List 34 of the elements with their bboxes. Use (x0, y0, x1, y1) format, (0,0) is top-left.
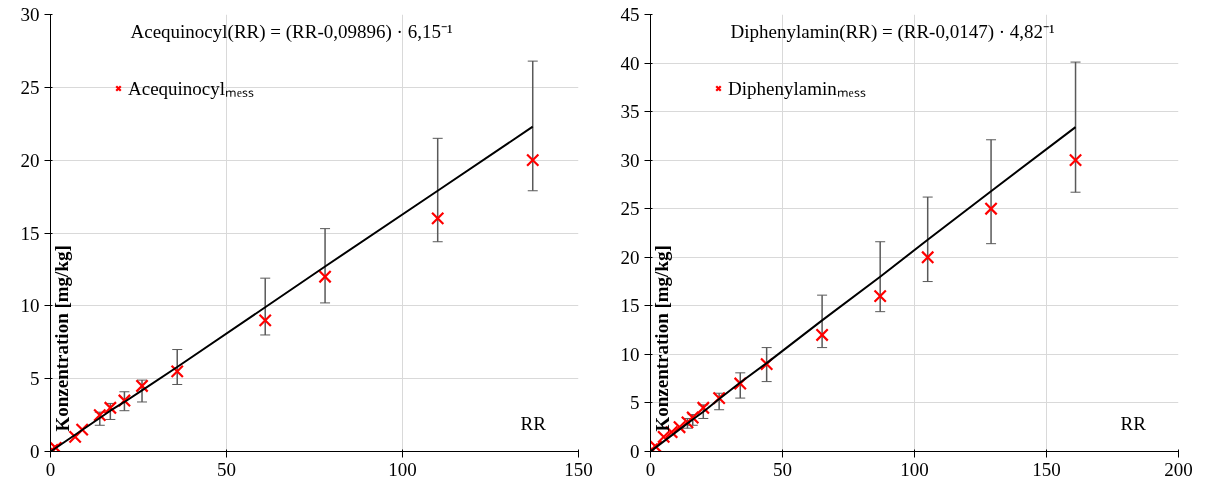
x-tick-label: 100 (388, 458, 417, 480)
x-tick-label: 150 (1032, 458, 1061, 480)
x-axis-title: RR (520, 412, 547, 434)
y-tick-label: 45 (620, 4, 640, 25)
y-tick-label: 5 (630, 392, 640, 414)
y-tick-label: 15 (620, 295, 640, 317)
y-tick-label: 30 (20, 4, 40, 25)
x-tick-label: 50 (773, 458, 792, 480)
y-tick-label: 20 (620, 246, 640, 268)
x-tick-label: 50 (217, 458, 236, 480)
y-tick-label: 20 (20, 149, 40, 171)
y-tick-label: 35 (620, 101, 640, 123)
y-tick-label: 10 (620, 343, 640, 365)
legend-label: Diphenylaminₘₑₛₛ (728, 77, 866, 101)
annotation: Acequinocyl(RR) = (RR-0,09896) · 6,15⁻¹ (130, 20, 453, 43)
y-tick-label: 15 (20, 222, 40, 244)
y-tick-label: 10 (20, 295, 40, 317)
x-tick-label: 0 (45, 458, 56, 480)
x-tick-label: 0 (645, 458, 656, 480)
annotation: Diphenylamin(RR) = (RR-0,0147) · 4,82⁻¹ (730, 20, 1056, 43)
x-tick-label: 150 (564, 458, 593, 480)
x-tick-label: 100 (900, 458, 929, 480)
legend-label: Acequinocylₘₑₛₛ (128, 77, 254, 101)
y-tick-label: 5 (30, 368, 40, 390)
x-tick-label: 200 (1164, 458, 1193, 480)
y-tick-label: 0 (630, 441, 640, 462)
y-axis-title: Konzentration [mg/kg] (651, 245, 673, 432)
y-tick-label: 40 (620, 52, 640, 74)
y-tick-label: 25 (20, 76, 40, 98)
y-axis-title: Konzentration [mg/kg] (51, 245, 73, 432)
x-axis-title: RR (1120, 412, 1147, 434)
y-tick-label: 30 (620, 149, 640, 171)
y-tick-label: 25 (620, 198, 640, 220)
y-tick-label: 0 (30, 441, 40, 462)
